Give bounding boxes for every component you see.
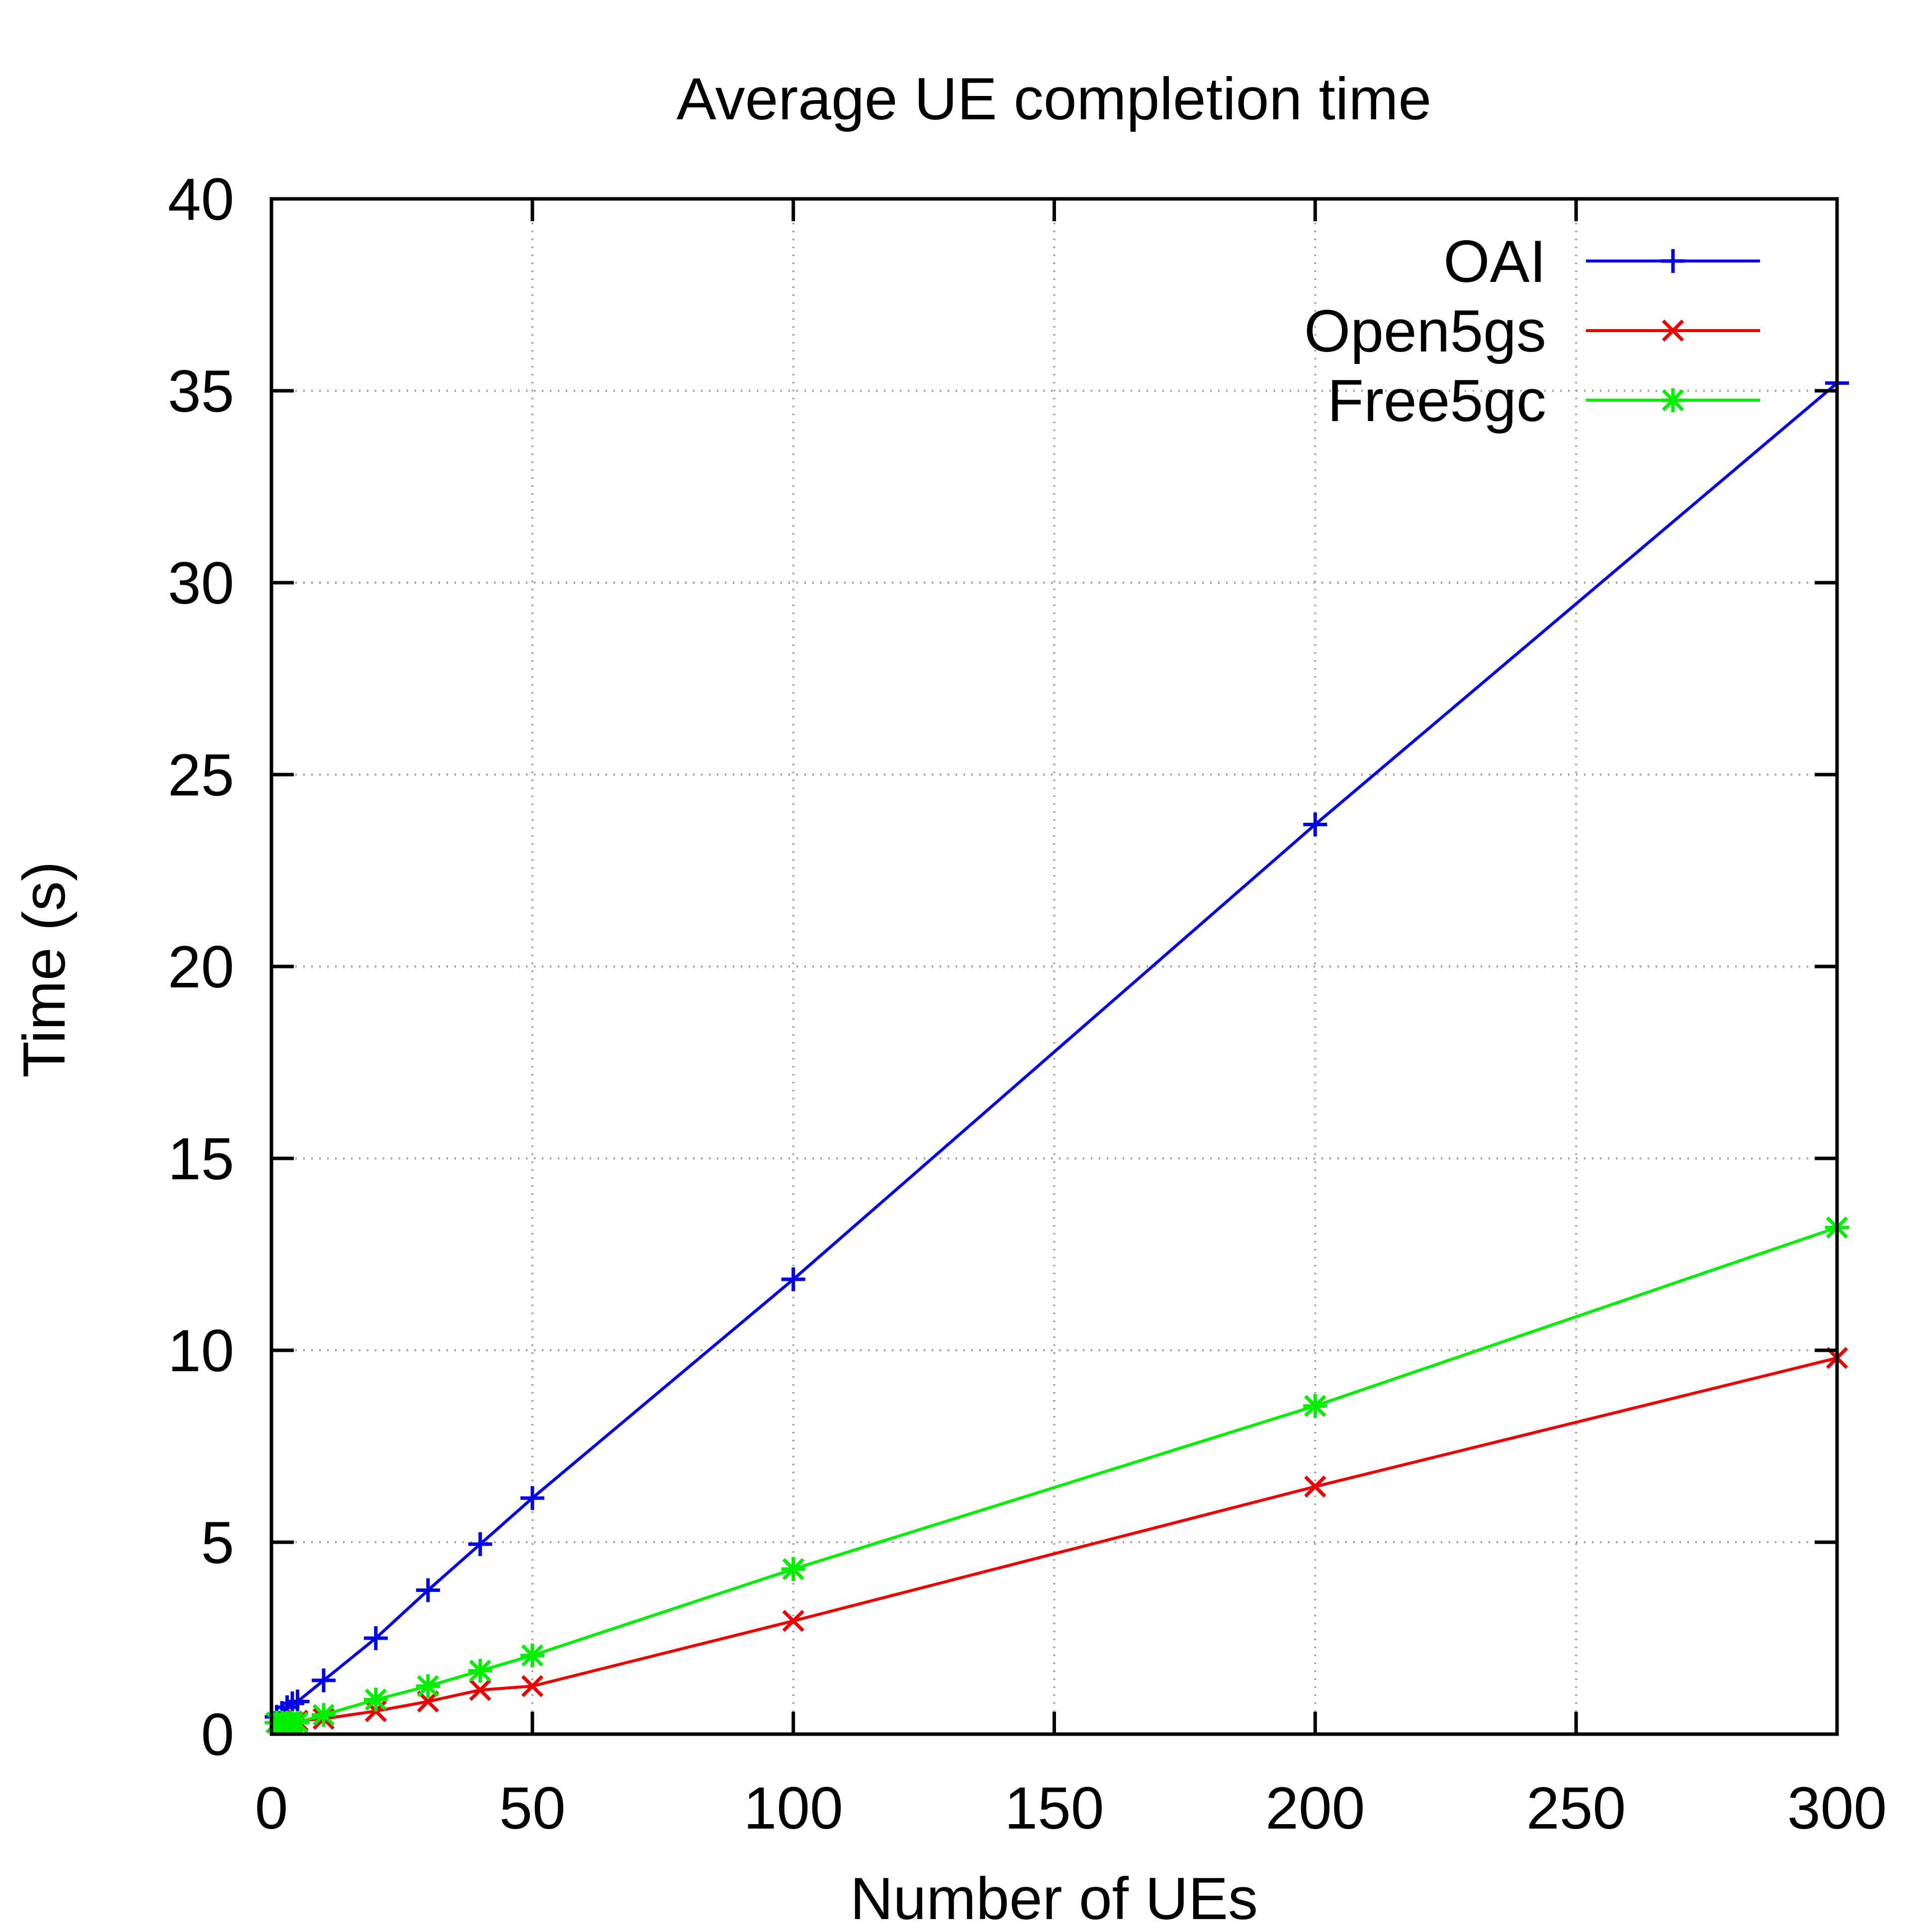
legend-marker <box>1661 388 1685 412</box>
y-tick-label: 10 <box>168 1317 234 1384</box>
y-axis-label: Time (s) <box>11 861 78 1077</box>
data-point <box>363 1687 388 1712</box>
data-point <box>311 1703 336 1727</box>
x-tick-label: 100 <box>744 1775 843 1842</box>
data-point <box>1304 1475 1326 1498</box>
x-tick-label: 150 <box>1004 1775 1104 1842</box>
y-tick-label: 30 <box>168 550 234 616</box>
data-point <box>520 1486 544 1510</box>
legend-marker <box>1662 319 1684 342</box>
data-point <box>781 1557 805 1581</box>
data-point <box>285 1689 310 1714</box>
legend-entry: Open5gs <box>1304 298 1760 364</box>
grid-lines <box>271 199 1837 1734</box>
y-tick-label: 0 <box>201 1701 234 1768</box>
y-tick-label: 25 <box>168 742 234 808</box>
chart-title: Average UE completion time <box>677 66 1432 132</box>
legend-marker <box>1661 249 1685 273</box>
y-tick-label: 15 <box>168 1126 234 1192</box>
series-open5gs <box>265 1347 1848 1734</box>
y-tick-label: 5 <box>201 1509 234 1576</box>
series-oai <box>264 371 1849 1729</box>
legend-entry: OAI <box>1443 228 1760 295</box>
y-tick-label: 20 <box>168 934 234 1000</box>
data-point <box>782 1610 804 1632</box>
data-point <box>1303 812 1327 837</box>
x-tick-label: 200 <box>1265 1775 1365 1842</box>
y-tick-label: 35 <box>168 358 234 425</box>
data-point <box>416 1578 440 1602</box>
x-tick-label: 250 <box>1526 1775 1626 1842</box>
x-tick-label: 50 <box>499 1775 565 1842</box>
data-point <box>469 1679 492 1701</box>
legend-label: OAI <box>1443 228 1546 295</box>
series-line <box>276 1226 1838 1724</box>
series-free5gc <box>264 1215 1849 1735</box>
data-point <box>285 1710 310 1735</box>
data-point <box>468 1659 492 1683</box>
series-layer <box>264 371 1849 1735</box>
x-tick-label: 0 <box>255 1775 288 1842</box>
axis-ticks: 0 5 10 15 20 25 30 35 40 0 50 100 150 200 250 300 <box>168 166 1887 1842</box>
data-point <box>521 1675 543 1697</box>
data-point <box>363 1626 388 1650</box>
data-point <box>416 1674 440 1698</box>
legend-label: Open5gs <box>1304 298 1546 364</box>
data-point <box>468 1532 492 1556</box>
x-tick-label: 300 <box>1787 1775 1887 1842</box>
series-line <box>276 1356 1838 1724</box>
x-axis-label: Number of UEs <box>850 1865 1258 1932</box>
legend-label: Free5gc <box>1327 367 1546 434</box>
data-point <box>781 1267 805 1292</box>
data-point <box>520 1643 544 1668</box>
y-tick-label: 40 <box>168 166 234 233</box>
legend-entry: Free5gc <box>1327 367 1760 434</box>
data-point <box>1303 1394 1327 1418</box>
data-point <box>311 1668 336 1692</box>
